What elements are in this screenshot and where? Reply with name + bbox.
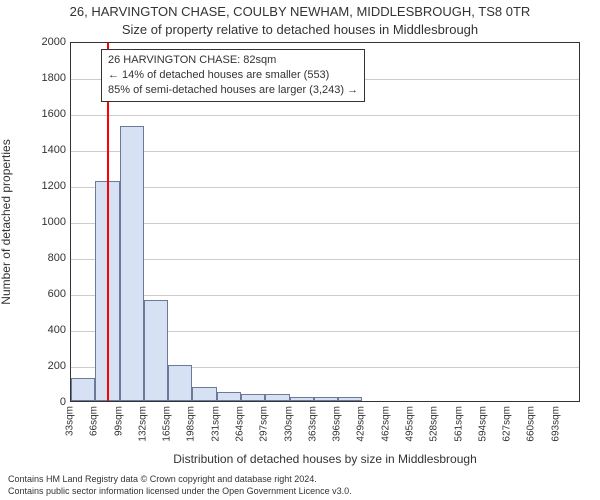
x-tick-label: 396sqm	[332, 406, 343, 442]
x-tick-label: 132sqm	[137, 406, 148, 442]
histogram-bar	[144, 300, 168, 401]
histogram-bar	[168, 365, 192, 401]
histogram-bar	[265, 394, 289, 401]
gridline	[71, 223, 579, 224]
y-tick-label: 1600	[26, 108, 66, 120]
x-tick-label: 429sqm	[356, 406, 367, 442]
x-tick-label: 594sqm	[477, 406, 488, 442]
histogram-bar	[290, 397, 314, 401]
x-tick-label: 198sqm	[186, 406, 197, 442]
histogram-bar	[314, 397, 338, 401]
chart-title-line1: 26, HARVINGTON CHASE, COULBY NEWHAM, MID…	[0, 4, 600, 19]
chart-title-line2: Size of property relative to detached ho…	[0, 22, 600, 37]
histogram-bar	[217, 392, 241, 401]
gridline	[71, 115, 579, 116]
x-tick-label: 33sqm	[65, 406, 76, 436]
gridline	[71, 295, 579, 296]
gridline	[71, 259, 579, 260]
x-tick-label: 297sqm	[259, 406, 270, 442]
gridline	[71, 151, 579, 152]
x-tick-label: 660sqm	[526, 406, 537, 442]
y-tick-label: 2000	[26, 36, 66, 48]
x-tick-label: 165sqm	[162, 406, 173, 442]
y-tick-label: 800	[26, 252, 66, 264]
x-tick-label: 99sqm	[113, 406, 124, 436]
annotation-line: 85% of semi-detached houses are larger (…	[108, 83, 358, 98]
x-tick-label: 528sqm	[429, 406, 440, 442]
y-axis-label: Number of detached properties	[0, 139, 13, 304]
x-tick-label: 627sqm	[502, 406, 513, 442]
gridline	[71, 187, 579, 188]
y-tick-label: 1200	[26, 180, 66, 192]
footer-line1: Contains HM Land Registry data © Crown c…	[8, 474, 317, 484]
y-tick-label: 1800	[26, 72, 66, 84]
plot-area: 26 HARVINGTON CHASE: 82sqm← 14% of detac…	[70, 42, 580, 402]
chart-container: 26, HARVINGTON CHASE, COULBY NEWHAM, MID…	[0, 0, 600, 500]
x-tick-label: 495sqm	[405, 406, 416, 442]
histogram-bar	[241, 394, 265, 401]
annotation-line: 26 HARVINGTON CHASE: 82sqm	[108, 53, 358, 68]
x-axis-label: Distribution of detached houses by size …	[70, 452, 580, 466]
footer-line2: Contains public sector information licen…	[8, 486, 352, 496]
histogram-bar	[338, 397, 362, 401]
annotation-box: 26 HARVINGTON CHASE: 82sqm← 14% of detac…	[101, 49, 365, 102]
histogram-bar	[192, 387, 216, 401]
x-tick-label: 561sqm	[453, 406, 464, 442]
y-tick-label: 400	[26, 324, 66, 336]
x-tick-label: 330sqm	[283, 406, 294, 442]
y-tick-label: 200	[26, 360, 66, 372]
y-tick-label: 0	[26, 396, 66, 408]
histogram-bar	[71, 378, 95, 401]
x-tick-label: 363sqm	[307, 406, 318, 442]
x-tick-label: 231sqm	[210, 406, 221, 442]
y-tick-label: 1000	[26, 216, 66, 228]
x-tick-label: 693sqm	[550, 406, 561, 442]
y-tick-label: 600	[26, 288, 66, 300]
histogram-bar	[120, 126, 144, 401]
annotation-line: ← 14% of detached houses are smaller (55…	[108, 68, 358, 83]
x-tick-label: 264sqm	[235, 406, 246, 442]
x-tick-label: 66sqm	[89, 406, 100, 436]
x-tick-label: 462sqm	[380, 406, 391, 442]
y-tick-label: 1400	[26, 144, 66, 156]
